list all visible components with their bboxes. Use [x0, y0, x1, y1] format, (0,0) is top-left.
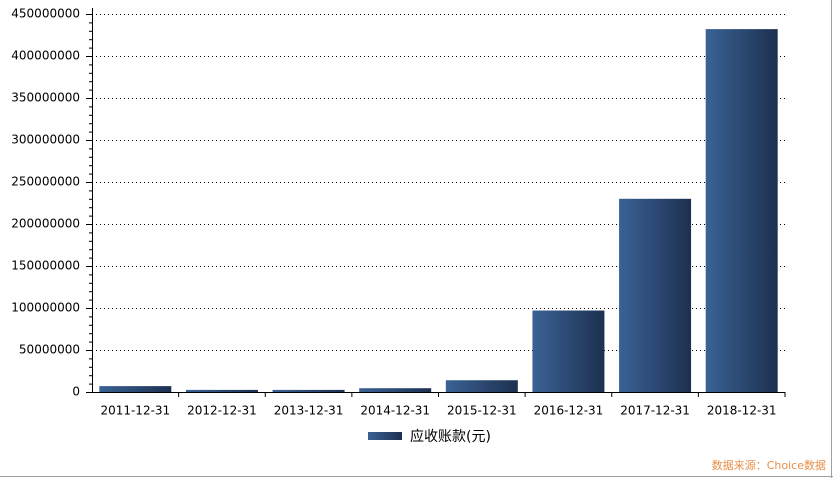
- y-tick-label: 300000000: [11, 133, 80, 147]
- y-tick-label: 0: [72, 385, 80, 399]
- x-tick-label: 2011-12-31: [100, 404, 170, 418]
- y-tick-label: 150000000: [11, 259, 80, 273]
- y-tick-label: 50000000: [19, 343, 80, 357]
- y-tick-label: 250000000: [11, 175, 80, 189]
- bar: [185, 389, 258, 392]
- x-tick-label: 2012-12-31: [187, 404, 257, 418]
- legend-swatch: [368, 432, 402, 440]
- bar: [705, 29, 778, 393]
- x-tick-label: 2013-12-31: [274, 404, 344, 418]
- x-tick-label: 2014-12-31: [360, 404, 430, 418]
- bar: [532, 310, 605, 392]
- source-note: 数据来源：Choice数据: [712, 458, 826, 472]
- bar: [272, 389, 345, 392]
- x-tick-label: 2018-12-31: [707, 404, 777, 418]
- y-tick-label: 100000000: [11, 301, 80, 315]
- bar: [619, 198, 692, 392]
- y-tick-label: 350000000: [11, 91, 80, 105]
- y-tick-label: 200000000: [11, 217, 80, 231]
- x-tick-label: 2015-12-31: [447, 404, 517, 418]
- y-tick-label: 450000000: [11, 7, 80, 21]
- bar: [445, 380, 518, 392]
- bar: [359, 388, 432, 392]
- legend-label: 应收账款(元): [410, 428, 491, 445]
- x-tick-label: 2017-12-31: [620, 404, 690, 418]
- bar: [99, 386, 172, 392]
- y-tick-label: 400000000: [11, 49, 80, 63]
- x-tick-label: 2016-12-31: [534, 404, 604, 418]
